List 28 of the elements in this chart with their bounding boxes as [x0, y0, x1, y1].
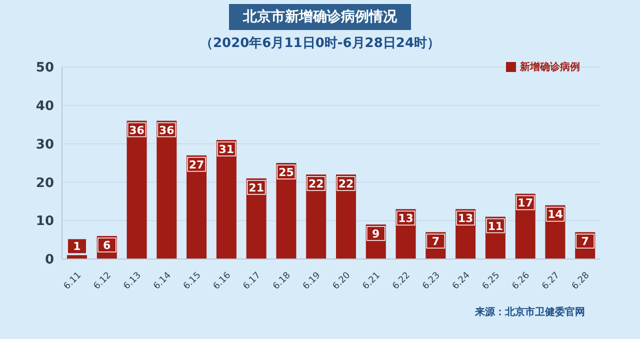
data-label: 17: [518, 196, 533, 210]
y-tick-label: 0: [44, 252, 54, 268]
data-label: 21: [248, 181, 264, 194]
data-label: 36: [129, 124, 145, 137]
source-note: 来源：北京市卫健委官网: [475, 305, 585, 319]
data-label: 1: [73, 240, 81, 254]
data-label: 13: [458, 212, 474, 226]
data-label: 31: [218, 142, 234, 156]
y-tick-label: 50: [36, 60, 54, 76]
data-label: 9: [372, 227, 380, 240]
y-tick-label: 20: [36, 176, 54, 191]
data-label: 7: [432, 235, 440, 248]
chart-subtitle: （2020年6月11日0时-6月28日24时）: [199, 35, 441, 52]
data-label: 6: [103, 238, 112, 252]
data-label: 36: [159, 124, 175, 137]
data-label: 14: [548, 208, 564, 222]
data-label: 13: [398, 212, 414, 226]
data-label: 22: [308, 178, 324, 191]
data-label: 25: [278, 166, 294, 179]
chart-title: 北京市新增确诊病例情况: [229, 4, 411, 30]
data-label: 22: [338, 178, 354, 191]
y-tick-label: 40: [36, 99, 54, 114]
data-label: 7: [581, 235, 589, 248]
data-label: 11: [488, 220, 504, 233]
legend-label: 新增确诊病例: [520, 62, 580, 73]
y-tick-label: 30: [36, 137, 54, 152]
y-tick-label: 10: [36, 214, 54, 230]
data-label: 27: [188, 158, 204, 172]
